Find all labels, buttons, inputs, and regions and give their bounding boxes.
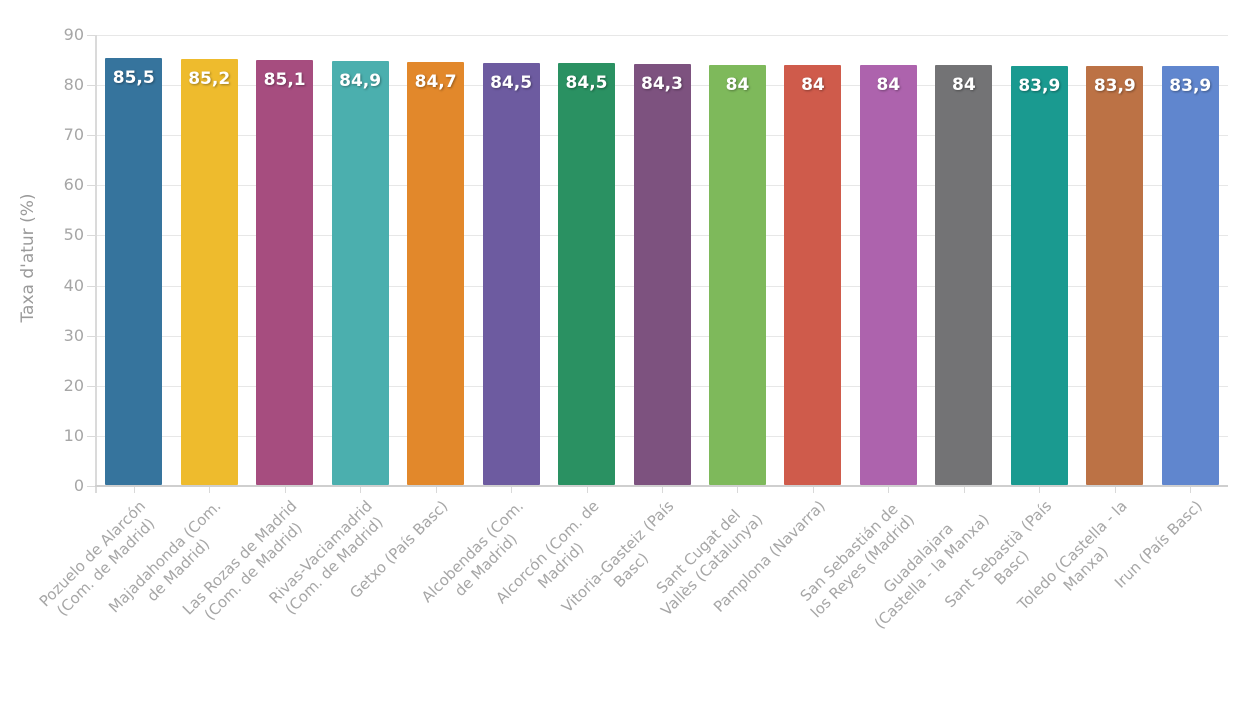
bar[interactable] [935,65,993,485]
x-axis-tick [284,487,286,493]
y-axis-tick [87,185,96,187]
bar-value-label: 83,9 [1093,75,1136,96]
bar[interactable] [1161,65,1219,485]
y-axis-tick [87,135,96,137]
y-axis-tick [87,85,96,87]
x-axis-tick [1114,487,1116,493]
x-axis-tick [737,487,739,493]
bar[interactable] [633,63,691,485]
y-tick-label: 70 [63,125,84,145]
gridline [96,35,1228,36]
x-axis-tick [511,487,513,493]
y-tick-label: 80 [63,75,84,95]
y-tick-label: 30 [63,325,84,345]
x-axis-tick [586,487,588,493]
bar-value-label: 84 [801,75,825,96]
x-axis-tick [888,487,890,493]
bar-value-label: 85,2 [188,69,231,90]
y-tick-label: 20 [63,375,84,395]
x-axis-tick [360,487,362,493]
bar-value-label: 84,3 [641,73,683,94]
y-axis-line [95,35,97,493]
y-tick-label: 40 [63,275,84,295]
y-axis-tick [87,235,96,237]
y-axis-title: Taxa d'atur (%) [18,193,38,323]
x-axis-tick [133,487,135,493]
bar-value-label: 84 [952,75,976,96]
bar[interactable] [784,65,842,485]
y-axis-tick [87,335,96,337]
y-tick-label: 0 [73,476,84,495]
x-axis-tick [662,487,663,493]
bar[interactable] [1010,65,1068,485]
x-axis-tick [435,487,437,493]
x-axis-line [95,485,1228,487]
bar[interactable] [859,65,917,485]
bar-value-label: 83,9 [1018,75,1061,96]
bar[interactable] [256,59,314,485]
bar-value-label: 84 [725,75,750,96]
bar[interactable] [331,60,389,485]
y-tick-label: 10 [63,425,84,445]
bar-value-label: 83,9 [1169,75,1212,96]
bar[interactable] [558,62,616,485]
bar[interactable] [407,61,465,485]
y-axis-tick [87,486,96,487]
y-axis-tick [87,285,96,287]
bar-value-label: 84 [876,75,901,96]
x-axis-tick [1190,487,1192,493]
y-tick-label: 90 [63,25,84,44]
y-tick-label: 60 [63,175,84,195]
x-axis-tick [1039,487,1041,493]
y-axis-tick [87,35,96,36]
bar-value-label: 84,9 [339,70,382,91]
bar[interactable] [180,59,238,485]
y-axis-tick [87,435,96,437]
bar-value-label: 84,7 [414,71,457,92]
bar-value-label: 84,5 [565,72,608,93]
bar[interactable] [1086,65,1144,485]
bar[interactable] [708,65,766,485]
x-axis-tick [963,487,965,493]
bar-value-label: 85,5 [112,67,155,88]
y-axis-tick [87,385,96,387]
bar-value-label: 84,5 [490,72,533,93]
bar[interactable] [482,62,540,485]
x-axis-tick [812,487,814,493]
bar[interactable] [105,57,163,485]
bar-value-label: 85,1 [263,69,306,90]
y-tick-label: 50 [63,225,84,245]
x-axis-tick [209,487,211,493]
